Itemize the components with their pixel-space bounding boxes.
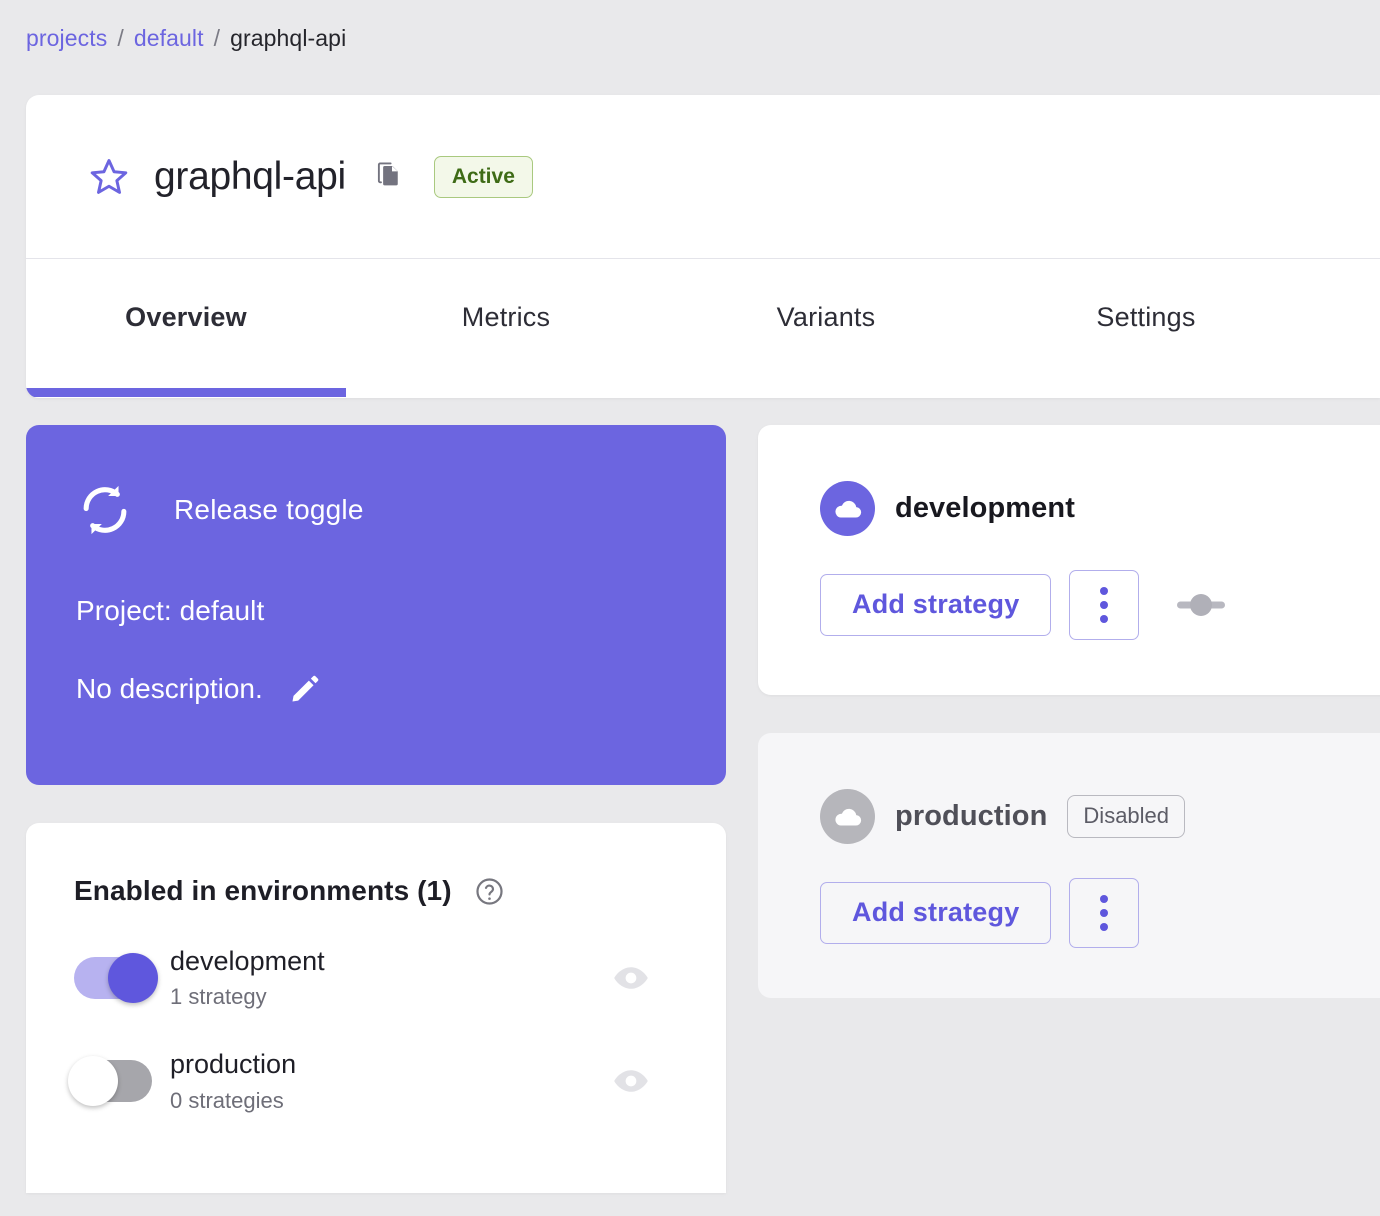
feature-header-row: graphql-api Active	[26, 95, 1380, 259]
tab-settings-label: Settings	[1096, 301, 1196, 332]
environment-panel-production: production Disabled Add strategy	[758, 733, 1380, 998]
switch-thumb	[68, 1056, 118, 1107]
menu-dot	[1100, 895, 1109, 903]
breadcrumb-item-current: graphql-api	[230, 25, 347, 51]
add-strategy-button[interactable]: Add strategy	[820, 882, 1052, 944]
copy-icon[interactable]	[374, 161, 404, 192]
environment-panel-header-production: production Disabled	[820, 789, 1380, 844]
environment-disabled-badge: Disabled	[1067, 795, 1186, 838]
breadcrumb-item-projects[interactable]: projects	[26, 25, 108, 51]
environment-strategy-count: 0 strategies	[170, 1087, 284, 1113]
environment-info-production: production 0 strategies	[170, 1048, 612, 1113]
release-toggle-type: Release toggle	[174, 494, 364, 525]
release-toggle-project: Project: default	[76, 595, 265, 626]
tab-variants[interactable]: Variants	[666, 259, 986, 397]
menu-dot	[1100, 923, 1109, 931]
more-vertical-icon[interactable]	[1069, 878, 1140, 948]
release-toggle-description-row: No description.	[76, 673, 676, 705]
menu-dot	[1100, 615, 1109, 623]
eye-icon[interactable]	[612, 1062, 650, 1100]
tab-metrics-label: Metrics	[461, 301, 551, 332]
environment-panel-actions-production: Add strategy	[820, 878, 1380, 948]
tab-overview[interactable]: Overview	[26, 259, 346, 397]
environment-name: production	[170, 1049, 297, 1080]
sync-arrows-icon	[83, 485, 127, 535]
release-toggle-card: Release toggle Project: default No descr…	[26, 425, 726, 785]
enabled-in-environments-header: Enabled in environments (1)	[74, 875, 678, 907]
environment-switch-development[interactable]	[74, 952, 158, 1003]
breadcrumb-separator: /	[213, 25, 221, 51]
enabled-in-environments-title: Enabled in environments (1)	[74, 875, 452, 906]
menu-dot	[1100, 909, 1109, 917]
eye-icon[interactable]	[612, 959, 650, 997]
add-strategy-button[interactable]: Add strategy	[820, 574, 1052, 636]
star-outline-icon[interactable]	[88, 156, 130, 198]
more-vertical-icon[interactable]	[1069, 570, 1140, 640]
environment-name: development	[170, 946, 325, 976]
breadcrumb-item-default[interactable]: default	[133, 25, 204, 51]
environment-toggle-row-production: production 0 strategies	[68, 1048, 678, 1113]
environment-switch-production[interactable]	[68, 1056, 152, 1107]
breadcrumb: projects / default / graphql-api	[26, 25, 346, 52]
environment-info-development: development 1 strategy	[170, 945, 612, 1010]
tab-settings[interactable]: Settings	[986, 259, 1306, 397]
help-circle-icon[interactable]	[474, 876, 505, 907]
cloud-icon	[820, 789, 875, 844]
switch-thumb	[108, 952, 158, 1003]
status-badge: Active	[433, 155, 533, 198]
tab-metrics[interactable]: Metrics	[346, 259, 666, 397]
enabled-in-environments-card: Enabled in environments (1) development …	[26, 823, 726, 1193]
menu-dot	[1100, 587, 1109, 595]
environment-panel-actions-development: Add strategy	[820, 570, 1380, 640]
cloud-icon	[820, 481, 875, 536]
tab-bar: Overview Metrics Variants Settings	[26, 259, 1380, 397]
pencil-icon[interactable]	[289, 673, 321, 705]
tab-variants-label: Variants	[776, 301, 876, 332]
feature-header-card: graphql-api Active Overview Metrics Vari…	[26, 95, 1380, 398]
environment-panel-name: development	[895, 492, 1075, 524]
release-toggle-description: No description.	[76, 673, 263, 704]
environment-strategy-count: 1 strategy	[170, 984, 267, 1010]
strategy-separator-icon[interactable]	[1175, 589, 1227, 621]
tab-overview-label: Overview	[125, 301, 247, 332]
environment-toggle-row-development: development 1 strategy	[74, 945, 678, 1010]
environment-panel-development: development Add strategy	[758, 425, 1380, 695]
environment-panel-header-development: development	[820, 481, 1380, 536]
breadcrumb-separator: /	[117, 25, 124, 51]
page-title: graphql-api	[154, 154, 346, 198]
release-toggle-header: Release toggle	[76, 481, 676, 539]
menu-dot	[1100, 601, 1109, 609]
environment-panel-name: production	[895, 800, 1048, 832]
